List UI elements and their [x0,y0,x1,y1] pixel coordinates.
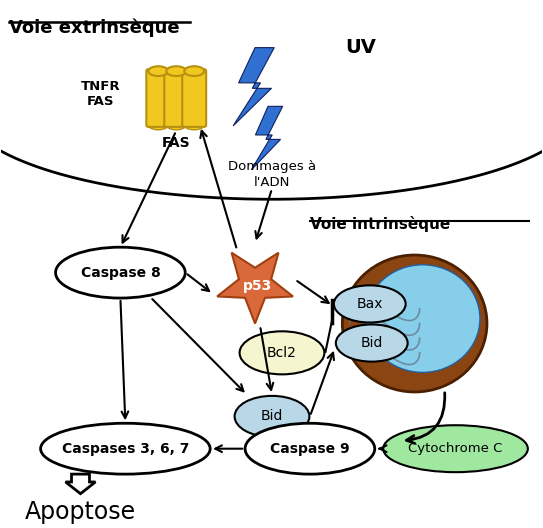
Text: TNFR: TNFR [80,80,120,93]
Ellipse shape [365,265,480,372]
Text: Caspases 3, 6, 7: Caspases 3, 6, 7 [62,442,189,456]
Text: Caspase 9: Caspase 9 [270,442,350,456]
Text: Apoptose: Apoptose [25,499,136,524]
FancyBboxPatch shape [146,69,171,127]
Ellipse shape [55,247,185,298]
Text: Voie intrinsèque: Voie intrinsèque [310,216,450,232]
Ellipse shape [166,66,186,76]
Text: FAS: FAS [162,136,191,149]
FancyBboxPatch shape [182,69,206,127]
FancyArrow shape [66,474,96,494]
Text: Caspase 8: Caspase 8 [80,266,160,280]
Text: FAS: FAS [87,95,114,108]
Ellipse shape [166,120,186,130]
Text: Voie extrinsèque: Voie extrinsèque [9,18,179,37]
Text: UV: UV [345,38,376,57]
Ellipse shape [336,325,408,362]
Ellipse shape [383,425,528,472]
Text: p53: p53 [242,279,272,294]
FancyBboxPatch shape [165,69,188,127]
Polygon shape [251,106,283,170]
Text: Dommages à
l'ADN: Dommages à l'ADN [228,160,316,189]
Text: Bid: Bid [361,336,383,350]
Text: Bid: Bid [261,409,283,423]
Ellipse shape [342,255,487,392]
Polygon shape [217,253,293,324]
Ellipse shape [245,423,375,474]
Ellipse shape [41,423,210,474]
Text: Bax: Bax [357,297,383,311]
Ellipse shape [334,285,406,323]
Polygon shape [233,48,274,126]
Ellipse shape [239,331,324,374]
Text: Cytochrome C: Cytochrome C [408,442,503,455]
Ellipse shape [184,66,204,76]
Text: Bcl2: Bcl2 [267,346,297,360]
Ellipse shape [148,120,168,130]
Ellipse shape [148,66,168,76]
Ellipse shape [235,396,310,437]
Ellipse shape [184,120,204,130]
